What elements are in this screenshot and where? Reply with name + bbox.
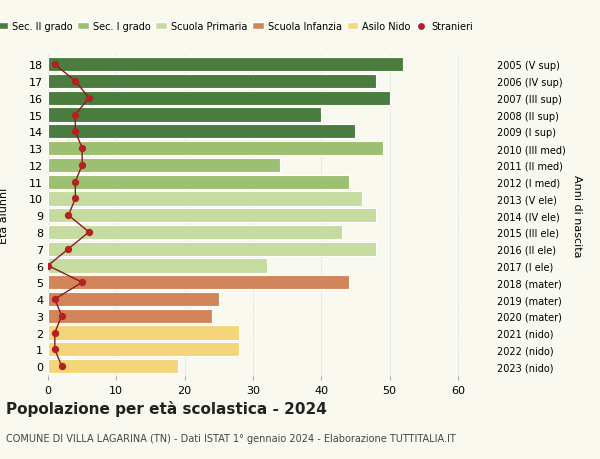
Point: [50, 329, 59, 336]
Point: [50, 62, 59, 69]
Bar: [48, 242, 376, 256]
Bar: [48, 342, 239, 357]
Point: [71, 78, 80, 85]
Point: [77, 279, 87, 286]
Text: Età alunni: Età alunni: [0, 188, 8, 244]
Bar: [48, 359, 178, 374]
Point: [50, 296, 59, 303]
Point: [57, 313, 67, 320]
Text: COMUNE DI VILLA LAGARINA (TN) - Dati ISTAT 1° gennaio 2024 - Elaborazione TUTTIT: COMUNE DI VILLA LAGARINA (TN) - Dati IST…: [6, 433, 456, 442]
Bar: [48, 209, 376, 223]
Text: Popolazione per età scolastica - 2024: Popolazione per età scolastica - 2024: [6, 400, 327, 416]
Bar: [48, 259, 266, 273]
Point: [71, 179, 80, 186]
Bar: [48, 326, 239, 340]
Bar: [48, 175, 349, 190]
Point: [77, 162, 87, 169]
Point: [57, 363, 67, 370]
Point: [71, 129, 80, 136]
Bar: [48, 75, 376, 89]
Bar: [48, 158, 280, 173]
Point: [64, 246, 73, 253]
Bar: [48, 292, 219, 307]
Bar: [48, 192, 362, 206]
Point: [84, 95, 94, 102]
Bar: [48, 108, 321, 123]
Point: [43, 262, 53, 269]
Point: [77, 145, 87, 152]
Bar: [48, 142, 383, 156]
Bar: [48, 275, 349, 290]
Bar: [48, 91, 389, 106]
Point: [50, 346, 59, 353]
Bar: [48, 125, 355, 139]
Y-axis label: Anni di nascita: Anni di nascita: [572, 174, 582, 257]
Bar: [48, 225, 342, 240]
Point: [71, 196, 80, 203]
Point: [71, 112, 80, 119]
Bar: [48, 58, 403, 72]
Point: [64, 212, 73, 219]
Point: [84, 229, 94, 236]
Bar: [48, 309, 212, 323]
Legend: Sec. II grado, Sec. I grado, Scuola Primaria, Scuola Infanzia, Asilo Nido, Stran: Sec. II grado, Sec. I grado, Scuola Prim…: [0, 18, 476, 36]
